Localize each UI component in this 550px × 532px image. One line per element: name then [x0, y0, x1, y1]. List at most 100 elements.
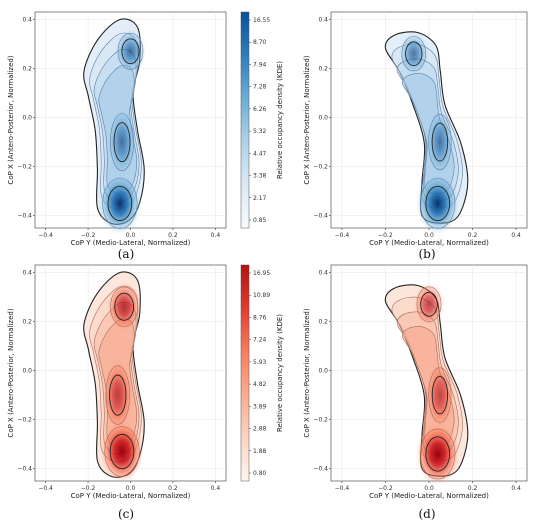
colorbar-tick-label: 7.28 — [253, 84, 267, 91]
y-axis-label: CoP X (Antero-Posterior, Normalized) — [303, 55, 311, 184]
peak-contour — [420, 178, 456, 229]
colorbar-tick-label: 10.89 — [253, 292, 270, 299]
panel-2: −0.4 −0.2 0.0 0.2 0.4 0.4 0.2 0.0 −0.2 −0.4 CoP Y … — [303, 11, 528, 261]
colorbar-tick-label: 8.70 — [253, 39, 267, 46]
x-tick-label: 0.0 — [424, 232, 434, 239]
y-tick-label: −0.2 — [17, 417, 32, 424]
y-tick-label: 0.0 — [22, 368, 32, 375]
density-peak — [107, 282, 142, 332]
x-axis-label: CoP Y (Medio-Lateral, Normalized) — [71, 492, 191, 500]
peak-contour — [425, 185, 451, 222]
x-tick-label: 0.2 — [168, 232, 178, 239]
peak-contour — [420, 428, 456, 480]
colorbar-tick-label: 3.89 — [253, 403, 267, 410]
x-tick-label: 0.0 — [424, 485, 434, 492]
colorbar-tick-label: 16.55 — [253, 17, 270, 24]
peak-contour — [102, 178, 138, 229]
peak-contour — [428, 114, 452, 171]
x-tick-label: −0.2 — [81, 485, 96, 492]
colorbar-tick-label: 2.17 — [253, 195, 267, 202]
colorbar-tick-label: 7.24 — [253, 337, 267, 344]
colorbar-tick-label: 5.93 — [253, 359, 267, 366]
x-tick-label: 0.2 — [468, 485, 478, 492]
colorbar-tick-label: 3.38 — [253, 173, 267, 180]
peak-contour — [113, 122, 131, 163]
colorbar — [240, 11, 250, 229]
colorbar-tick-label: 16.95 — [253, 270, 270, 277]
peak-contour — [401, 36, 426, 72]
colorbar — [240, 264, 250, 482]
panel-label: (a) — [118, 247, 135, 261]
y-tick-label: 0.4 — [318, 269, 328, 276]
x-tick-label: 0.0 — [126, 485, 136, 492]
panel-label: (c) — [118, 507, 134, 521]
density-peak — [114, 28, 147, 74]
peak-contour — [114, 292, 134, 321]
y-axis-label: CoP X (Antero-Posterior, Normalized) — [7, 55, 15, 184]
density-peak — [107, 106, 137, 178]
x-tick-label: −0.2 — [378, 232, 393, 239]
colorbar-label: Relative occupancy density (KDE) — [276, 61, 284, 179]
colorbar-tick-label: 2.88 — [253, 426, 267, 433]
y-tick-label: −0.2 — [313, 417, 328, 424]
density-peak — [100, 420, 144, 483]
x-axis-label: CoP Y (Medio-Lateral, Normalized) — [369, 239, 489, 247]
x-tick-label: 0.2 — [468, 232, 478, 239]
y-tick-label: 0.2 — [22, 318, 32, 325]
peak-contour — [428, 367, 452, 423]
x-tick-label: −0.4 — [335, 232, 350, 239]
density-peak — [413, 282, 445, 327]
y-tick-label: −0.2 — [17, 164, 32, 171]
peak-contour — [109, 374, 127, 416]
density-peak — [102, 358, 133, 432]
colorbar-tick-label: 4.47 — [253, 150, 267, 157]
colorbar-tick-label: 6.26 — [253, 106, 267, 113]
peak-contour — [109, 433, 135, 470]
x-tick-label: 0.2 — [168, 485, 178, 492]
y-tick-label: −0.4 — [17, 213, 32, 220]
colorbar-tick-label: 0.80 — [253, 470, 267, 477]
colorbar-tick-label: 8.76 — [253, 314, 267, 321]
y-tick-label: 0.0 — [318, 368, 328, 375]
x-tick-label: 0.0 — [126, 232, 136, 239]
peak-contour — [117, 32, 144, 70]
peak-contour — [416, 286, 442, 323]
peak-contour — [431, 375, 449, 415]
colorbar-tick-label: 4.82 — [253, 381, 267, 388]
x-tick-label: −0.2 — [81, 232, 96, 239]
x-tick-label: −0.4 — [38, 232, 53, 239]
panel-4: −0.4 −0.2 0.0 0.2 0.4 0.4 0.2 0.0 −0.2 −0.4 CoP Y … — [303, 264, 528, 521]
colorbar-tick-label: 5.32 — [253, 128, 267, 135]
y-axis-label: CoP X (Antero-Posterior, Normalized) — [7, 308, 15, 437]
density-peak — [98, 172, 142, 235]
y-tick-label: 0.0 — [318, 115, 328, 122]
x-axis-label: CoP Y (Medio-Lateral, Normalized) — [369, 492, 489, 500]
y-tick-label: 0.0 — [22, 115, 32, 122]
x-axis-label: CoP Y (Medio-Lateral, Normalized) — [71, 239, 191, 247]
peak-contour — [107, 185, 133, 222]
x-tick-label: 0.4 — [511, 485, 521, 492]
x-tick-label: −0.4 — [38, 485, 53, 492]
peak-contour — [420, 291, 438, 317]
peak-contour — [431, 122, 449, 162]
colorbar-label: Relative occupancy density (KDE) — [276, 314, 284, 432]
x-tick-label: 0.4 — [511, 232, 521, 239]
colorbar-tick-label: 7.94 — [253, 61, 267, 68]
y-tick-label: 0.4 — [318, 16, 328, 23]
peak-contour — [110, 113, 134, 171]
x-tick-label: −0.2 — [378, 485, 393, 492]
y-tick-label: 0.4 — [22, 16, 32, 23]
panel-1: −0.4 −0.2 0.0 0.2 0.4 0.4 0.2 0.0 −0.2 −0.4 CoP Y … — [7, 11, 284, 261]
y-tick-label: −0.2 — [313, 164, 328, 171]
y-tick-label: 0.2 — [318, 318, 328, 325]
panel-label: (b) — [418, 247, 435, 261]
density-peak — [398, 32, 429, 76]
peak-contour — [405, 41, 423, 67]
density-peak — [425, 107, 455, 177]
colorbar-tick-label: 0.85 — [253, 217, 267, 224]
density-peak — [416, 172, 460, 235]
density-peak — [416, 422, 460, 486]
peak-contour — [425, 436, 451, 472]
peak-contour — [105, 365, 131, 425]
